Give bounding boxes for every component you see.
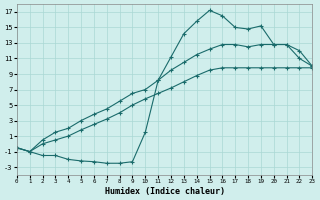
X-axis label: Humidex (Indice chaleur): Humidex (Indice chaleur) [105,187,225,196]
